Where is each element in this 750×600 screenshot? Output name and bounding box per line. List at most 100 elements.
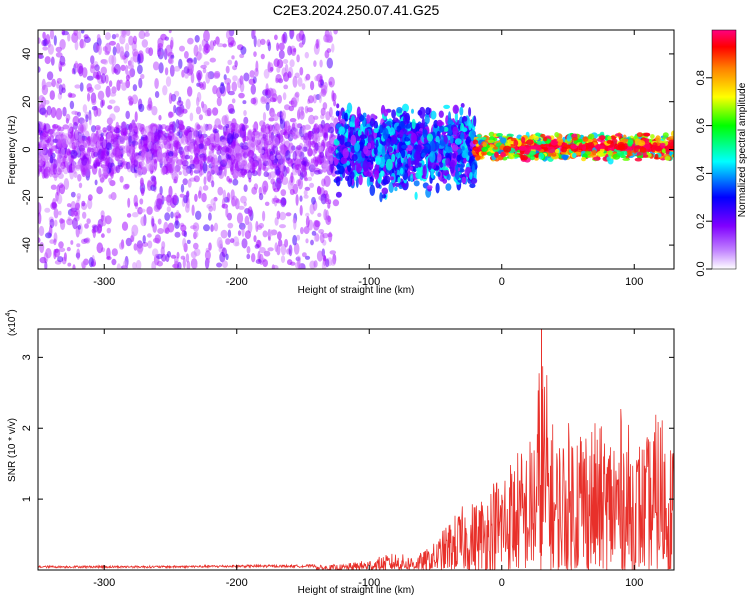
spectrogram-cell [220, 139, 227, 147]
spectrogram-cell [45, 81, 53, 88]
spectrogram-cell [300, 166, 307, 172]
spectrogram-cell [535, 146, 542, 151]
spectrogram-cell [662, 132, 669, 138]
spectrogram-cell [154, 78, 159, 89]
spectrogram-cell [452, 152, 457, 159]
spectrogram-cell [278, 49, 285, 60]
spectrogram-cell [272, 144, 278, 154]
spectrogram-cell [243, 135, 250, 142]
spectrogram-cell [215, 36, 220, 45]
spectrogram-cell [187, 131, 195, 143]
spectrogram-cell [227, 212, 232, 221]
spectrogram-cell [319, 232, 325, 244]
spectrogram-cell [152, 248, 159, 257]
spectrogram-cell [133, 159, 139, 168]
spectrogram-cell [41, 167, 46, 179]
spectrogram-cell [205, 71, 211, 84]
spectrogram-cell [339, 165, 345, 175]
spectrogram-cell [382, 127, 389, 140]
spectrogram-cell [294, 163, 302, 171]
spectrogram-cell [407, 157, 412, 167]
spectrogram-cell [299, 110, 305, 120]
spectrogram-cell [186, 190, 190, 198]
spectrogram-cell [141, 146, 146, 156]
spectrogram-cell [252, 76, 257, 84]
spectrogram-cell [71, 160, 76, 173]
spectrogram-cell [67, 33, 71, 42]
spectrogram-cell [333, 30, 338, 35]
spectrogram-cell [385, 137, 391, 147]
spectrogram-cell [425, 107, 431, 115]
spectrogram-cell [290, 172, 294, 184]
spectrogram-cell [188, 143, 192, 153]
spectrogram-cell [634, 157, 643, 162]
spectrogram-cell [664, 156, 671, 161]
spectrogram-cell [47, 44, 55, 55]
spectrogram-cell [333, 100, 337, 107]
spectrogram-cell [276, 210, 281, 220]
spectrogram-cell [121, 221, 129, 231]
spectrogram-cell [85, 114, 89, 123]
spectrogram-cell [536, 140, 543, 145]
spectrogram-cell [286, 166, 290, 174]
spectrogram-cell [349, 171, 355, 180]
spectrogram-cell [311, 196, 316, 205]
spectrogram-cell [373, 147, 378, 155]
spectrogram-cell [335, 176, 341, 187]
spectrogram-cell [39, 107, 47, 115]
spectrogram-cell [323, 175, 331, 187]
spectrogram-cell [335, 191, 342, 198]
spectrogram-cell [168, 150, 174, 157]
spectrogram-cell [71, 110, 78, 115]
spectrogram-cell [76, 193, 82, 199]
spectrogram-cell [39, 256, 47, 264]
spectrogram-cell [252, 30, 256, 38]
spectrogram-cell [166, 251, 172, 258]
spectrogram-cell [391, 109, 396, 119]
spectrogram-cell [49, 218, 55, 229]
spectrogram-cell [97, 90, 105, 101]
spectrogram-cell [177, 261, 182, 269]
spectrogram-cell [309, 182, 315, 188]
spectrogram-cell [49, 90, 55, 100]
y-tick-label: 40 [21, 48, 33, 60]
snr-y-label: SNR (10 * v/v) [7, 418, 18, 482]
spectrogram-cell [312, 148, 316, 157]
spectrogram-cell [196, 70, 203, 81]
spectrogram-cell [113, 105, 121, 113]
spectrogram-cell [278, 170, 284, 180]
spectrogram-cell [643, 138, 650, 143]
spectrogram-cell [411, 118, 416, 130]
spectrogram-cell [38, 168, 41, 175]
spectrogram-cell [503, 145, 512, 153]
spectrogram-cell [183, 230, 187, 238]
spectrogram-cell [391, 153, 396, 163]
snr-frame [37, 328, 675, 571]
spectrogram-cell [320, 107, 326, 116]
spectrogram-cell [259, 149, 265, 154]
spectrogram-cell [100, 66, 108, 75]
spectrogram-cell [189, 112, 194, 122]
spectrogram-cell [240, 168, 247, 176]
spectrogram-cell [39, 241, 45, 254]
snr-x-label: Height of straight line (km) [298, 585, 415, 596]
spectrogram-cell [386, 120, 393, 126]
spectrogram-cell [176, 251, 180, 259]
colorbar-tick-label: 0.2 [695, 214, 707, 229]
spectrogram-cell [301, 83, 306, 90]
spectrogram-cell [389, 176, 395, 181]
spectrogram-cell [88, 113, 92, 126]
spectrogram-cell [63, 178, 70, 190]
spectrogram-cell [214, 168, 220, 174]
spectrogram-cell [296, 234, 301, 241]
spectrogram-cell [88, 257, 94, 268]
spectrogram-cell [44, 207, 51, 213]
spectrogram-cell [305, 73, 311, 81]
spectrogram-cell [204, 137, 211, 147]
spectrogram-cell [313, 260, 318, 268]
spectrogram-cell [151, 105, 158, 116]
spectrogram-cell [182, 108, 188, 114]
spectrogram-cell [97, 44, 102, 56]
spectrogram-cell [493, 146, 498, 150]
spectrogram-cell [114, 63, 121, 75]
